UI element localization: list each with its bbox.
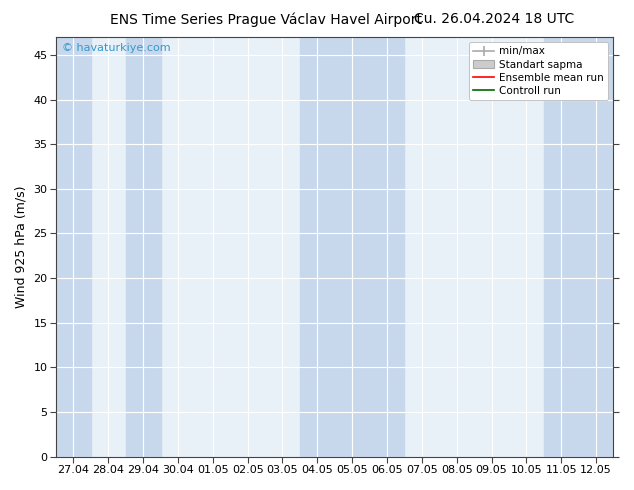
- Legend: min/max, Standart sapma, Ensemble mean run, Controll run: min/max, Standart sapma, Ensemble mean r…: [469, 42, 608, 100]
- Text: © havaturkiye.com: © havaturkiye.com: [61, 43, 170, 53]
- Bar: [335, 37, 370, 457]
- Bar: [544, 37, 579, 457]
- Bar: [56, 37, 91, 457]
- Bar: [370, 37, 404, 457]
- Bar: [579, 37, 614, 457]
- Y-axis label: Wind 925 hPa (m/s): Wind 925 hPa (m/s): [15, 186, 28, 308]
- Bar: [300, 37, 335, 457]
- Text: Cu. 26.04.2024 18 UTC: Cu. 26.04.2024 18 UTC: [415, 12, 574, 26]
- Bar: [126, 37, 160, 457]
- Text: ENS Time Series Prague Václav Havel Airport: ENS Time Series Prague Václav Havel Airp…: [110, 12, 422, 27]
